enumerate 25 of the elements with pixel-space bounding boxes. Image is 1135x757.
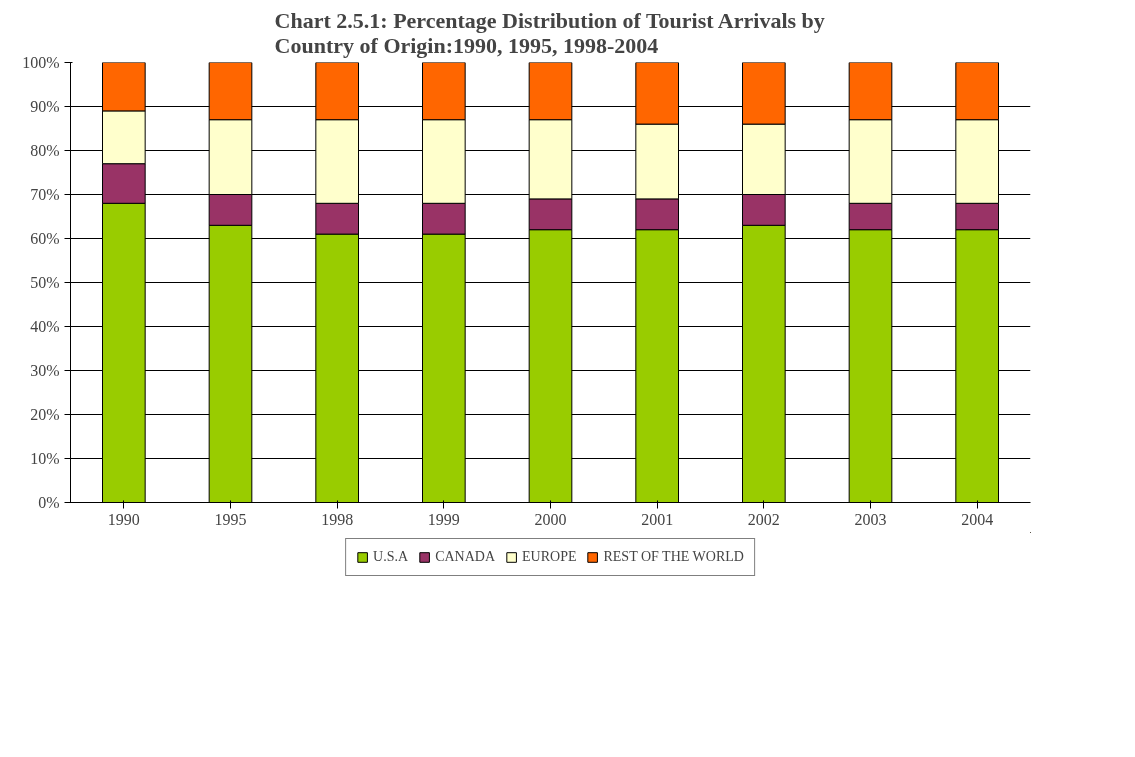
x-tick-label: 1995 (214, 510, 247, 528)
legend-label: U.S.A (373, 549, 409, 565)
x-tick-label: 2000 (534, 510, 567, 528)
y-tick-label: 20% (30, 406, 60, 423)
legend-label: REST OF THE WORLD (603, 549, 744, 565)
x-tick-label: 2002 (747, 510, 780, 528)
x-tick-label: 2001 (641, 510, 674, 528)
y-tick-label: 90% (30, 98, 60, 115)
x-tick-label: 1990 (107, 510, 140, 528)
y-tick-label: 30% (30, 362, 60, 379)
y-tick-label: 10% (30, 450, 60, 467)
legend-label: CANADA (435, 549, 496, 565)
y-tick-label: 0% (38, 494, 60, 511)
y-tick-label: 100% (22, 54, 60, 71)
y-tick-label: 50% (30, 274, 60, 291)
legend-label: EUROPE (522, 549, 577, 565)
y-tick-label: 40% (30, 318, 60, 335)
x-tick-label: 1999 (427, 510, 460, 528)
x-tick-label: 2004 (961, 510, 994, 528)
x-tick-label: 1998 (321, 510, 354, 528)
y-tick-label: 70% (30, 186, 60, 203)
y-tick-label: 80% (30, 142, 60, 159)
chart-title: Chart 2.5.1: Percentage Distribution of Tourist Arrivals by Country of Origin:1990, 1995, 1998-2004 (274, 7, 825, 58)
y-tick-label: 60% (30, 230, 60, 247)
x-tick-label: 2003 (854, 510, 887, 528)
